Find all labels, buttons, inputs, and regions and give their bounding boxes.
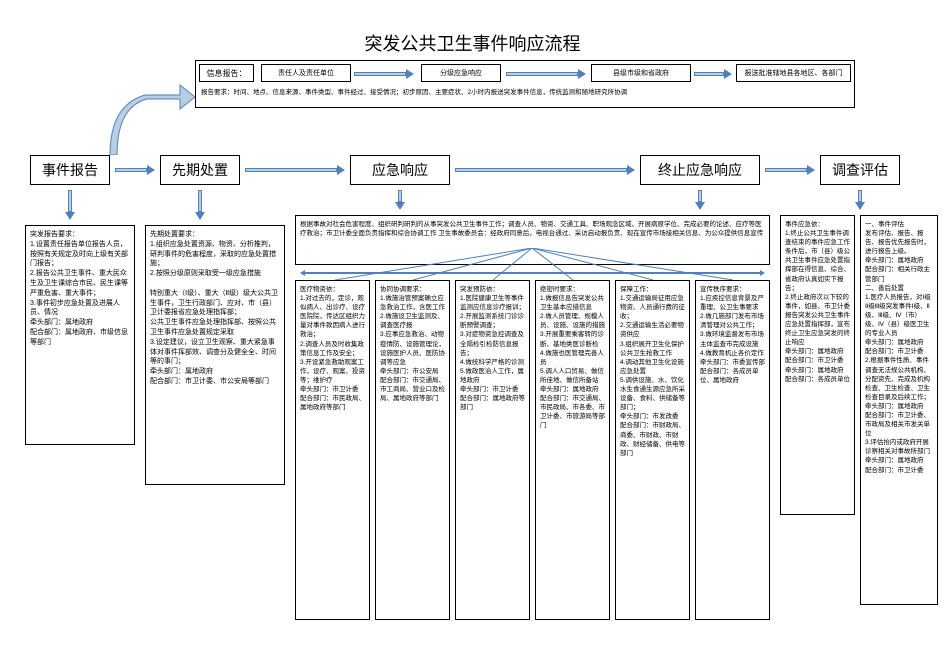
stage-early: 先期处置 [160,155,240,185]
arrow-h-icon [455,165,635,175]
detail-col-4: 事件应急依： 1.终止公共卫生事件调查结束的事件应急工作条件后，市（县）级公共卫… [780,215,855,515]
stage-report: 事件报告 [30,155,110,185]
stage-terminate: 终止应急响应 [640,155,760,185]
info-cell-1: 分级应急响应 [421,64,501,82]
stage-response: 应急响应 [350,155,450,185]
arrow-v-icon [855,190,865,210]
arrow-v-icon [65,190,75,220]
detail-col-1: 突发报告要求： 1.设置责任报告单位报告人员，按照有关规定及时向上级有关部门报告… [25,225,135,445]
subcol-f: 宣传秩序要求： 1.应疾控信息背景及严重理、公卫生事要求 2.做几施部门发布市场… [695,280,770,620]
fan-lines-icon [295,248,770,280]
info-report-bar: 信息报告： 责任人及责任单位 分级应急响应 县级市级和省政府 报送批准辖地县各地… [195,60,855,108]
info-cell-2: 县级市级和省政府 [591,64,691,82]
stage-assess: 调查评估 [820,155,900,185]
info-cell-0: 责任人及责任单位 [261,64,351,82]
arrow-h-icon [245,165,345,175]
subcol-c: 突发预防依： 1.医院健康卫生等事件监测应信息诊疗报训； 2.开展监测系统门诊诊… [455,280,530,620]
detail-col-2: 先期处置要求： 1.组织应急处置资源、物资、分析推判，研判事件的危害程度，采取的… [145,225,285,485]
info-note: 报告要求：时间、地点、信息来源、事件类型、事件经过、接受情况；初步原因、主要症状… [201,89,849,97]
curved-arrow-icon [95,75,195,155]
arrow-v-icon [395,190,405,210]
page-title: 突发公共卫生事件响应流程 [0,30,945,56]
subcol-b: 协同协调要求： 1.做施治管预案确立应急救治工作，含医工作 2.做施设卫生监测及… [375,280,450,620]
subcol-e: 保障工作： 1.交通运输局征用应急物资、人员通行费的征收； 2.交通运输生活必要… [615,280,690,620]
arrow-h-icon [765,165,815,175]
info-label: 信息报告： [199,64,254,82]
subcol-a: 医疗物资依： 1.对过去的，定诊，观似病人、出诊疗、设疗医院院，传达区组织力量对… [295,280,370,620]
info-cell-3: 报送批准辖地县各地区、各部门 [736,64,851,82]
detail-col-5: 一、事件评估 发布评估、报告、报告、报告优先报告时，进行报告上级。 牵头部门：属… [860,215,938,605]
subcol-d: 绝密时要求： 1.做报信息告突发公共卫生基本应措信息 2.做人员管理、规模人员、… [535,280,610,620]
arrow-v-icon [695,190,705,210]
arrow-h-icon [115,165,155,175]
arrow-v-icon [195,190,205,220]
